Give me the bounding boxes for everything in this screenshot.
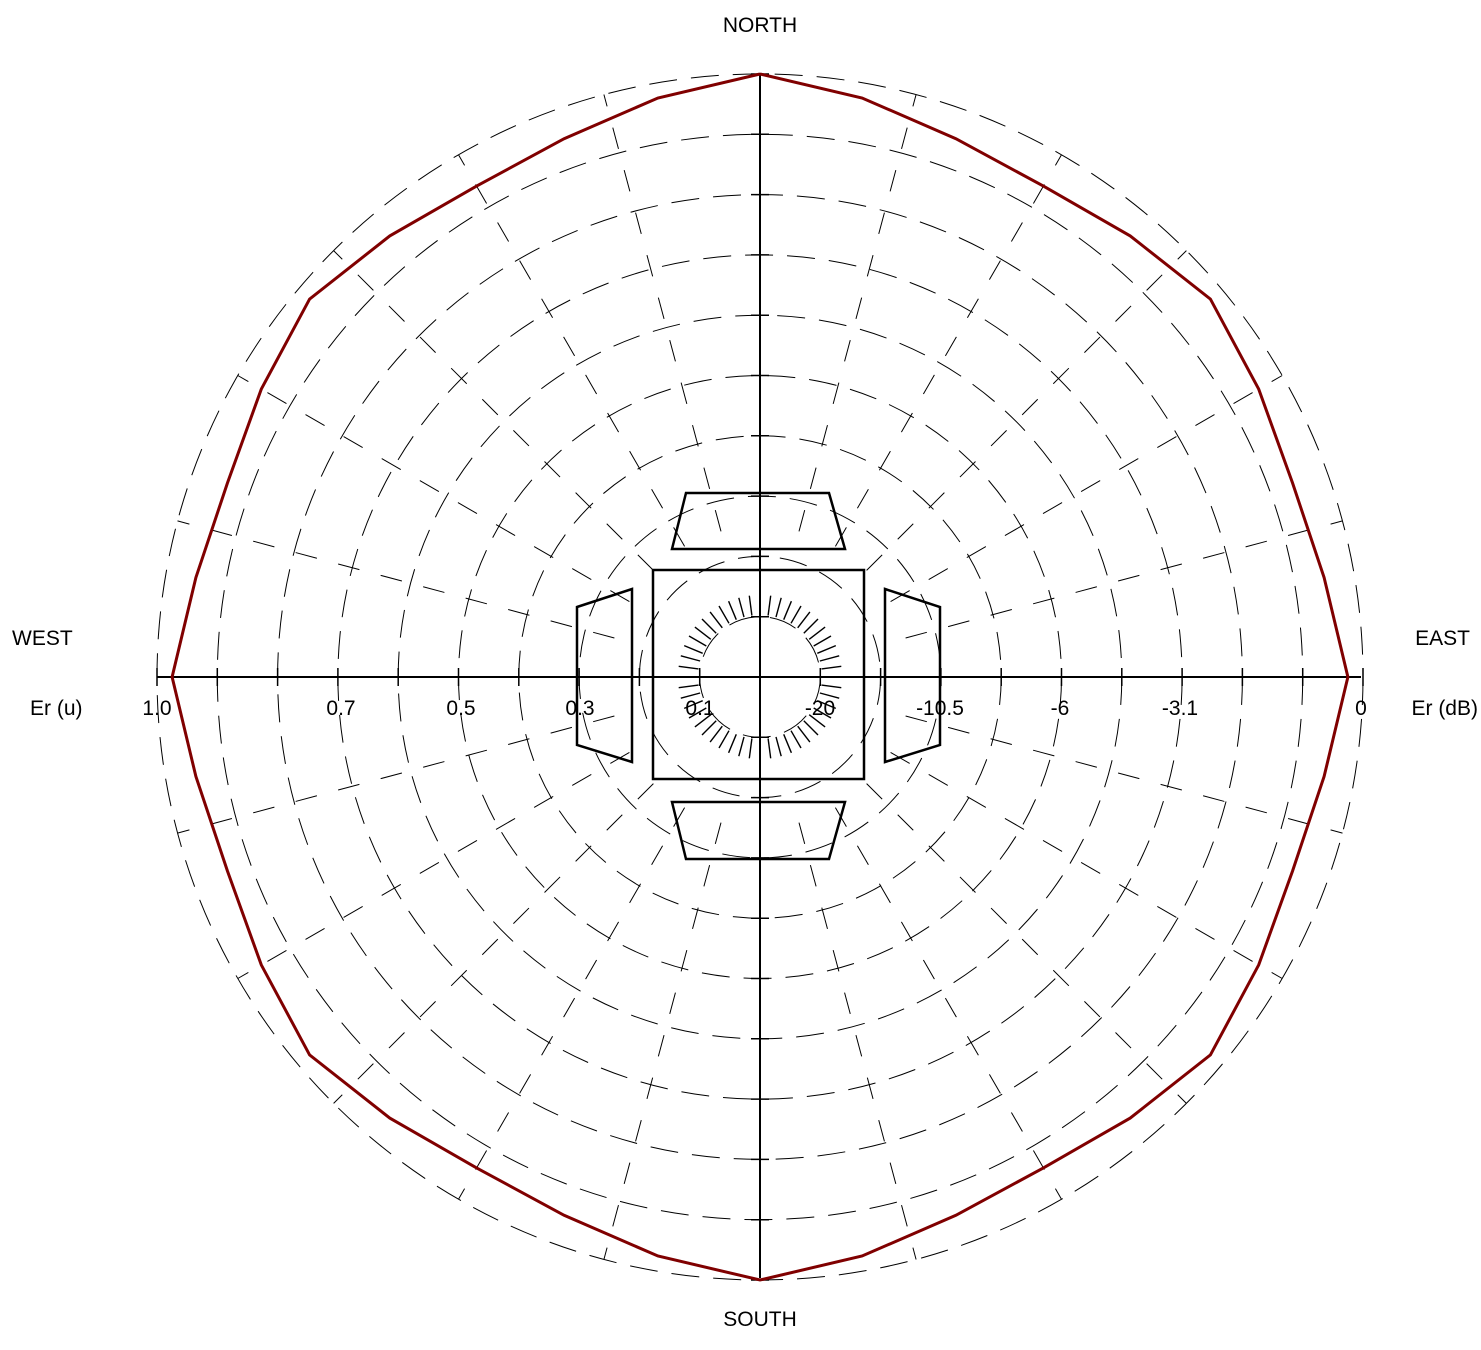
antenna-hatch-mark [803, 618, 819, 634]
antenna-hatch-mark [727, 734, 737, 754]
antenna-hatch-mark [817, 700, 837, 710]
antenna-hatch-mark [709, 611, 723, 629]
grid-spoke [237, 375, 630, 603]
antenna-hatch-mark [808, 714, 826, 728]
grid-spoke [834, 154, 1062, 547]
antenna-hatch-mark [680, 692, 701, 699]
antenna-hatch-mark [738, 736, 745, 757]
grid-spoke [890, 751, 1283, 979]
antenna-hatch-mark [767, 738, 772, 759]
left-tick-label: 1.0 [142, 697, 171, 720]
antenna-hatch-mark [817, 644, 837, 654]
south-label: SOUTH [723, 1308, 797, 1331]
grid-spoke [834, 807, 1062, 1200]
antenna-hatch-mark [694, 714, 712, 728]
antenna-hatch-mark [790, 730, 802, 749]
antenna-hatch-mark [808, 626, 826, 640]
left-tick-label: 0.7 [326, 697, 355, 720]
antenna-hatch-mark [790, 605, 802, 624]
antenna-hatch-mark [701, 720, 717, 736]
grid-spoke [603, 822, 722, 1260]
antenna-hatch-mark [821, 684, 842, 689]
grid-spoke [177, 715, 615, 834]
grid-spoke [237, 751, 630, 979]
antenna-hatch-mark [783, 600, 793, 620]
antenna-panel-south [670, 800, 847, 861]
antenna-hatch-mark [819, 655, 840, 662]
grid-spoke [798, 94, 917, 532]
north-label: NORTH [723, 14, 797, 37]
grid-spoke [905, 520, 1343, 639]
right-tick-label: -20 [805, 697, 835, 720]
grid-spoke [890, 375, 1283, 603]
right-tick-label: -6 [1051, 697, 1070, 720]
grid-spoke [866, 250, 1187, 571]
antenna-hatch-mark [748, 738, 753, 759]
antenna-hatch-mark [701, 618, 717, 634]
antenna-panel-west [575, 587, 634, 764]
pattern-series [170, 72, 1350, 1282]
grid-spoke [458, 807, 686, 1200]
antenna-hatch-mark [819, 692, 840, 699]
grid-spoke [177, 520, 615, 639]
left-axis-title: Er (u) [30, 697, 83, 720]
antenna-hatch-mark [709, 725, 723, 743]
antenna-panel-east [883, 587, 942, 764]
left-tick-label: 0.3 [565, 697, 594, 720]
antenna-hatch-mark [813, 635, 832, 647]
left-tick-label: 0.5 [446, 697, 475, 720]
antenna-hatch-mark [775, 597, 782, 618]
grid-spoke [333, 783, 654, 1104]
antenna-hatch-mark [683, 644, 703, 654]
antenna-hatch-mark [783, 734, 793, 754]
antenna-hatch-mark [688, 635, 707, 647]
antenna-hatch-mark [775, 736, 782, 757]
antenna-hatch-mark [813, 707, 832, 719]
antenna-hatch-mark [767, 595, 772, 616]
antenna-hatch-mark [803, 720, 819, 736]
antenna-hatch-mark [738, 597, 745, 618]
antenna-hatch-mark [727, 600, 737, 620]
grid-spoke [458, 154, 686, 547]
west-label: WEST [12, 627, 73, 650]
antenna-panel-north [670, 491, 847, 551]
antenna-hatch-mark [797, 611, 811, 629]
right-axis-title: Er (dB) [1411, 697, 1478, 720]
antenna-hatch-mark [678, 665, 699, 670]
antenna-hatch-mark [694, 626, 712, 640]
grid-spoke [603, 94, 722, 532]
axis-tick-labels: 1.0 0.7 0.5 0.3 0.1 -20 -10.5 -6 -3.1 0 [142, 697, 1366, 720]
antenna-hatch-mark [821, 665, 842, 670]
antenna-center-box [651, 568, 866, 781]
antenna-hatch-mark [680, 655, 701, 662]
right-tick-label: 0 [1355, 697, 1367, 720]
antenna-hatch-mark [718, 730, 730, 749]
grid-spoke [866, 783, 1187, 1104]
left-tick-label: 0.1 [685, 697, 714, 720]
antenna-array-drawing [575, 491, 942, 861]
right-tick-label: -3.1 [1162, 697, 1198, 720]
right-tick-label: -10.5 [916, 697, 964, 720]
antenna-hatch-mark [797, 725, 811, 743]
antenna-hatch-mark [718, 605, 730, 624]
antenna-hatch-mark [688, 707, 707, 719]
antenna-hatch-mark [683, 700, 703, 710]
antenna-hatch-mark [748, 595, 753, 616]
antenna-hatch-mark [678, 684, 699, 689]
grid-spoke [333, 250, 654, 571]
grid-spoke [798, 822, 917, 1260]
pattern-curve [170, 72, 1350, 1282]
east-label: EAST [1415, 627, 1470, 650]
grid-spoke [905, 715, 1343, 834]
